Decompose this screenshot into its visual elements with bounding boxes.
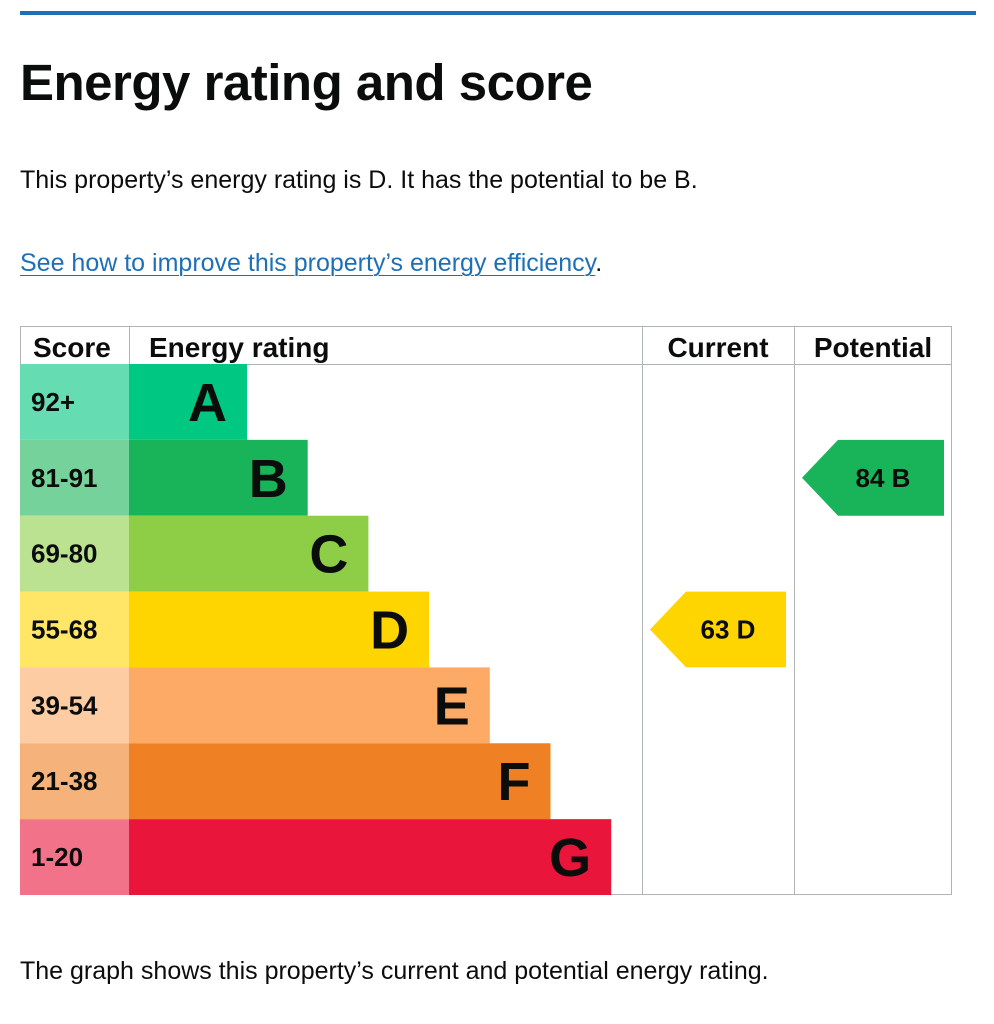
score-cell-a [20,364,129,440]
current-rating-arrow [650,591,786,668]
band-bar-g [129,819,612,895]
band-letter-d: D [370,601,409,661]
score-cell-e [20,667,129,744]
rating-summary: This property’s energy rating is D. It h… [20,166,698,194]
band-bar-e [129,667,490,744]
band-letter-b: B [249,449,288,509]
potential-rating-label: 84 B [856,463,911,493]
band-letter-a: A [188,373,227,433]
header-energy-rating: Energy rating [149,332,329,363]
score-range-d: 55-68 [31,615,98,645]
score-range-f: 21-38 [31,766,98,796]
top-rule [20,11,976,15]
score-range-g: 1-20 [31,842,83,872]
score-range-b: 81-91 [31,463,98,493]
score-cell-f [20,743,129,820]
graph-description: The graph shows this property’s current … [20,957,769,985]
band-bar-f [129,743,551,820]
page-title: Energy rating and score [20,54,593,111]
potential-rating-arrow [802,439,944,516]
score-cell-c [20,515,129,592]
band-bar-a [129,364,247,440]
score-range-a: 92+ [31,387,75,417]
header-potential: Potential [814,332,932,363]
score-cell-g [20,819,129,895]
band-bar-d [129,591,430,668]
band-letter-f: F [498,752,531,812]
header-current: Current [667,332,768,363]
score-range-c: 69-80 [31,539,98,569]
score-cell-b [20,439,129,516]
band-letter-c: C [309,525,348,585]
current-rating-label: 63 D [701,615,756,645]
band-bar-c [129,515,369,592]
improve-efficiency-link[interactable]: See how to improve this property’s energ… [20,249,596,277]
link-period: . [595,249,603,277]
score-cell-d [20,591,129,668]
band-letter-e: E [434,676,470,736]
band-bar-b [129,439,308,516]
band-letter-g: G [549,828,591,888]
header-score: Score [33,332,111,363]
improve-link-line: See how to improve this property’s energ… [20,245,602,281]
score-range-e: 39-54 [31,690,98,720]
